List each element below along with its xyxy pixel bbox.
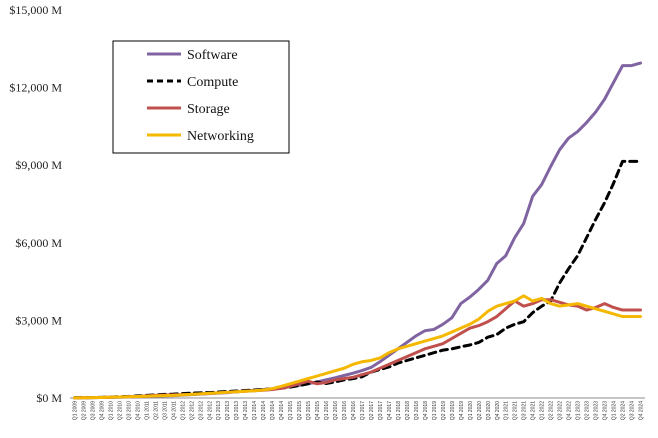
legend-label-software: Software — [187, 48, 238, 63]
x-tick-label: Q1 2023 — [576, 401, 582, 420]
x-tick-label: Q2 2012 — [189, 401, 195, 420]
x-tick-label: Q4 2018 — [423, 401, 429, 420]
x-tick-label: Q4 2024 — [639, 401, 645, 420]
y-tick-label: $3,000 M — [15, 313, 62, 327]
x-tick-label: Q4 2016 — [351, 401, 357, 420]
x-tick-label: Q3 2009 — [90, 401, 96, 420]
x-tick-label: Q1 2021 — [504, 401, 510, 420]
y-tick-label: $6,000 M — [15, 236, 62, 250]
x-tick-label: Q4 2017 — [387, 401, 393, 420]
y-tick-label: $0 M — [36, 391, 62, 405]
x-tick-label: Q1 2009 — [72, 401, 78, 420]
series-line-storage — [72, 298, 643, 400]
legend-label-storage: Storage — [187, 102, 230, 117]
x-tick-label: Q1 2011 — [144, 401, 150, 420]
x-tick-label: Q4 2015 — [315, 401, 321, 420]
x-tick-label: Q3 2010 — [126, 401, 132, 420]
x-tick-label: Q3 2017 — [378, 401, 384, 420]
x-tick-label: Q4 2022 — [567, 401, 573, 420]
series-line-networking — [72, 294, 643, 400]
x-tick-label: Q2 2020 — [477, 401, 483, 420]
x-tick-label: Q2 2023 — [585, 401, 591, 420]
series-layer — [72, 61, 643, 400]
x-tick-label: Q4 2009 — [99, 401, 105, 420]
x-tick-label: Q1 2012 — [180, 401, 186, 420]
x-tick-label: Q1 2020 — [468, 401, 474, 420]
legend: Software Compute Storage Networking — [112, 40, 290, 154]
x-tick-label: Q2 2017 — [369, 401, 375, 420]
x-tick-label: Q2 2013 — [225, 401, 231, 420]
x-tick-label: Q1 2014 — [252, 401, 258, 420]
legend-label-networking: Networking — [187, 129, 254, 144]
x-tick-label: Q2 2024 — [621, 401, 627, 420]
x-tick-label: Q3 2021 — [522, 401, 528, 420]
x-tick-label: Q1 2016 — [324, 401, 330, 420]
x-axis: Q1 2009 Q2 2009 Q3 2009 Q4 2009 Q1 2010 Q2 20… — [70, 397, 645, 420]
y-tick-label: $15,000 M — [9, 3, 62, 17]
y-axis: $0 M $3,000 M $6,000 M $9,000 M $12,000 M $15… — [9, 3, 62, 405]
x-tick-label: Q1 2017 — [360, 401, 366, 420]
x-tick-label: Q3 2020 — [486, 401, 492, 420]
x-tick-label: Q1 2024 — [612, 401, 618, 420]
x-tick-label: Q4 2014 — [279, 401, 285, 420]
x-tick-label: Q2 2019 — [441, 401, 447, 420]
x-tick-label: Q4 2012 — [207, 401, 213, 420]
x-tick-label: Q1 2019 — [432, 401, 438, 420]
x-tick-label: Q3 2024 — [630, 401, 636, 420]
y-tick-label: $9,000 M — [15, 158, 62, 172]
x-tick-label: Q3 2013 — [234, 401, 240, 420]
x-tick-label: Q4 2011 — [171, 401, 177, 420]
legend-label-compute: Compute — [187, 75, 238, 90]
x-tick-label: Q3 2014 — [270, 401, 276, 420]
x-tick-label: Q4 2013 — [243, 401, 249, 420]
x-tick-label: Q2 2015 — [297, 401, 303, 420]
x-tick-label: Q1 2022 — [540, 401, 546, 420]
x-tick-label: Q4 2010 — [135, 401, 141, 420]
x-tick-label: Q2 2014 — [261, 401, 267, 420]
x-tick-label: Q3 2023 — [594, 401, 600, 420]
x-tick-label: Q2 2018 — [405, 401, 411, 420]
y-tick-label: $12,000 M — [9, 81, 62, 95]
x-tick-label: Q1 2013 — [216, 401, 222, 420]
x-tick-label: Q2 2022 — [549, 401, 555, 420]
x-tick-label: Q3 2015 — [306, 401, 312, 420]
x-tick-label: Q1 2010 — [108, 401, 114, 420]
x-tick-label: Q2 2010 — [117, 401, 123, 420]
x-tick-label: Q1 2015 — [288, 401, 294, 420]
x-tick-label: Q4 2020 — [495, 401, 501, 420]
x-tick-label: Q3 2019 — [450, 401, 456, 420]
x-tick-label: Q4 2019 — [459, 401, 465, 420]
x-tick-label: Q4 2021 — [531, 401, 537, 420]
x-tick-label: Q3 2012 — [198, 401, 204, 420]
x-tick-label: Q3 2022 — [558, 401, 564, 420]
x-tick-label: Q3 2018 — [414, 401, 420, 420]
legend-box — [112, 40, 290, 154]
x-tick-label: Q3 2016 — [342, 401, 348, 420]
x-tick-label: Q1 2018 — [396, 401, 402, 420]
x-tick-label: Q2 2009 — [81, 401, 87, 420]
x-tick-label: Q2 2021 — [513, 401, 519, 420]
x-tick-label: Q2 2011 — [153, 401, 159, 420]
x-tick-label: Q4 2023 — [603, 401, 609, 420]
x-tick-label: Q3 2011 — [162, 401, 168, 420]
x-tick-label: Q2 2016 — [333, 401, 339, 420]
